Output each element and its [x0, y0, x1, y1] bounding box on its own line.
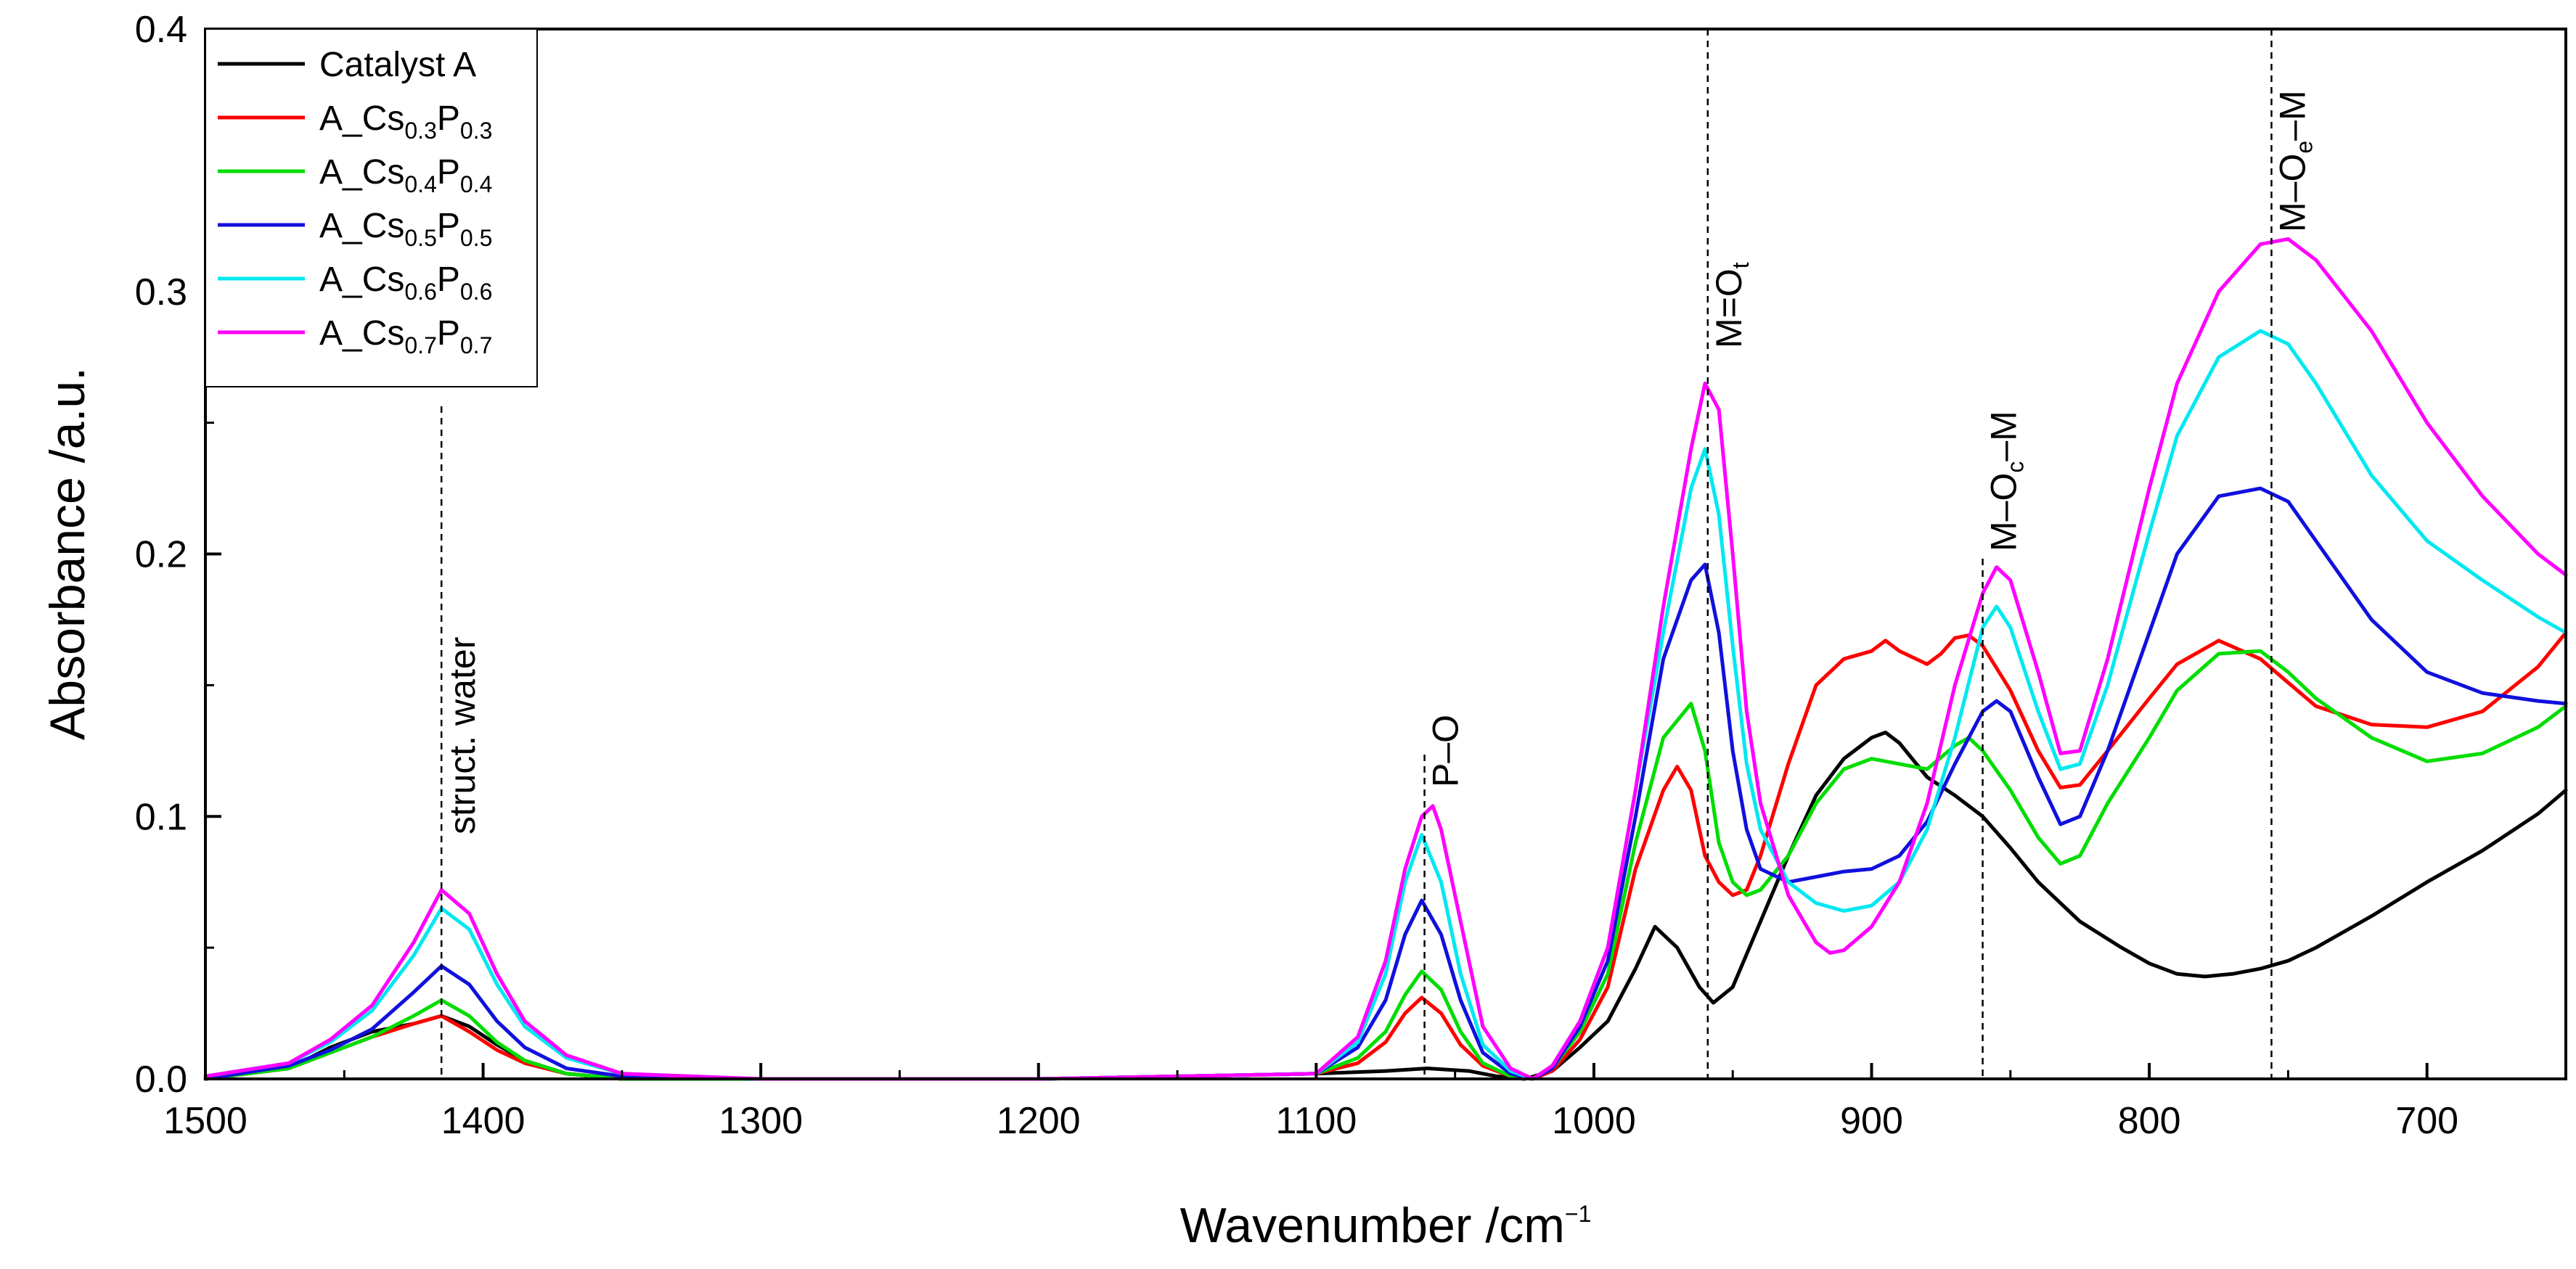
legend-label-part: A_Cs — [319, 314, 404, 353]
legend-label-part: P — [437, 314, 460, 353]
x-tick-label: 1400 — [441, 1100, 526, 1142]
annotation-label: M=Ot — [1709, 262, 1754, 348]
annotation-label: P–O — [1426, 715, 1466, 787]
series-line-1 — [203, 631, 2568, 1081]
annotation-label-part: t — [1727, 262, 1754, 268]
annotation-label-part: struct. water — [442, 637, 483, 834]
series-line-2 — [203, 649, 2568, 1081]
x-tick-label: 1100 — [1275, 1100, 1357, 1142]
annotation-label-part: P–O — [1426, 715, 1466, 787]
legend-label-part: 0.6 — [404, 279, 436, 305]
legend-label-part: A_Cs — [319, 260, 404, 299]
plot-frame — [204, 28, 2567, 1080]
y-tick-label: 0.0 — [135, 1059, 187, 1101]
legend-label-part: 0.6 — [460, 279, 492, 305]
legend-label-part: 0.7 — [460, 332, 492, 358]
series-line-3 — [203, 486, 2568, 1081]
legend-label-part: Catalyst A — [319, 46, 476, 84]
legend-label-part: P — [437, 260, 460, 299]
y-tick-label: 0.2 — [135, 534, 187, 576]
annotation-label-part: M–O — [1984, 473, 2024, 551]
legend-label: A_Cs0.5P0.5 — [319, 207, 492, 251]
x-tick-label: 1500 — [163, 1100, 248, 1142]
annotation-label: struct. water — [442, 637, 483, 834]
legend-label-part: 0.7 — [404, 332, 436, 358]
x-tick-label: 700 — [2395, 1100, 2458, 1142]
x-tick-label: 1200 — [997, 1100, 1081, 1142]
legend-label: A_Cs0.7P0.7 — [319, 314, 492, 358]
y-tick-label: 0.1 — [135, 796, 187, 838]
annotation-label-part: M=O — [1709, 268, 1749, 348]
annotation-label-part: M–O — [2272, 154, 2313, 232]
annotation-label-part: –M — [2272, 90, 2313, 140]
y-axis-title: Absorbance /a.u. — [40, 367, 95, 740]
legend-label: A_Cs0.3P0.3 — [319, 99, 492, 144]
legend-label: A_Cs0.4P0.4 — [319, 153, 492, 197]
reference-lines — [440, 29, 2273, 1079]
x-tick-label: 1300 — [719, 1100, 803, 1142]
series-line-4 — [203, 329, 2568, 1081]
x-axis-title: Wavenumber /cm−1 — [1180, 1198, 1592, 1253]
legend-label-part: A_Cs — [319, 207, 404, 245]
x-tick-label: 800 — [2118, 1100, 2181, 1142]
legend-label-part: P — [437, 207, 460, 245]
legend-label-part: 0.5 — [460, 225, 492, 251]
legend-label-part: A_Cs — [319, 99, 404, 138]
series-line-0 — [203, 731, 2568, 1081]
annotation-label-part: c — [2003, 461, 2029, 473]
y-tick-label: 0.3 — [135, 271, 187, 313]
annotation-label-part: e — [2291, 141, 2317, 154]
legend-label: A_Cs0.6P0.6 — [319, 260, 492, 305]
x-tick-label: 1000 — [1552, 1100, 1636, 1142]
series-layer — [203, 237, 2568, 1081]
legend-label-part: P — [437, 99, 460, 138]
axis-ticks: 1500 1400 1300 1200 1100 1000 900 800 700 0.0 0.1 0… — [135, 9, 2458, 1142]
legend-label: Catalyst A — [319, 46, 476, 84]
legend: Catalyst AA_Cs0.3P0.3A_Cs0.4P0.4A_Cs0.5P… — [205, 28, 538, 387]
legend-box — [205, 28, 538, 387]
x-tick-label: 900 — [1840, 1100, 1903, 1142]
legend-label-part: 0.3 — [460, 118, 492, 144]
annotation-label-part: –M — [1984, 411, 2024, 461]
annotation-label: M–Oe–M — [2272, 90, 2317, 232]
legend-label-part: 0.3 — [404, 118, 436, 144]
annotation-label: M–Oc–M — [1984, 411, 2029, 551]
legend-label-part: A_Cs — [319, 153, 404, 192]
legend-label-part: P — [437, 153, 460, 192]
annotation-labels: struct. water P–OM=OtM–Oc–MM–Oe–M — [442, 90, 2317, 834]
legend-label-part: 0.5 — [404, 225, 436, 251]
legend-label-part: 0.4 — [404, 171, 436, 197]
legend-label-part: 0.4 — [460, 171, 492, 197]
y-tick-label: 0.4 — [135, 9, 187, 51]
